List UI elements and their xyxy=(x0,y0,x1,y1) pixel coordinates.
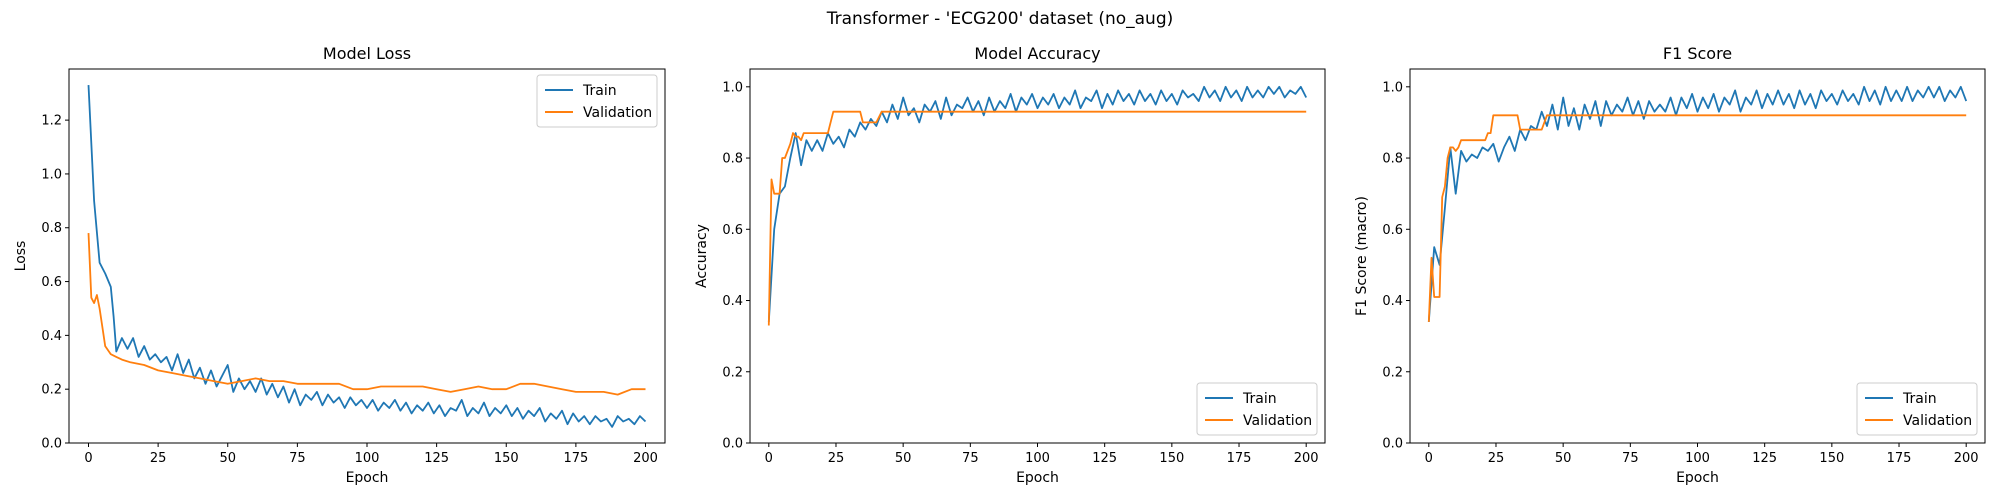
legend-label: Validation xyxy=(1903,413,1972,429)
y-tick-label: 0.4 xyxy=(41,329,62,344)
x-tick-label: 25 xyxy=(150,451,167,466)
y-tick-label: 0.4 xyxy=(722,294,743,309)
x-axis-label: Epoch xyxy=(1676,470,1719,486)
legend: Train Validation xyxy=(536,74,658,128)
y-tick-label: 0.6 xyxy=(722,223,743,238)
x-tick-label: 200 xyxy=(633,451,658,466)
x-tick-label: 125 xyxy=(424,451,449,466)
chart-panel: Model Loss 0 25 50 75 100 125 150 175 200 0.0 0.2 0.… xyxy=(13,44,666,486)
y-tick-label: 1.2 xyxy=(41,114,62,129)
legend-label: Train xyxy=(1902,391,1937,407)
legend: Train Validation xyxy=(1196,382,1318,436)
y-tick-label: 0.6 xyxy=(41,275,62,290)
y-axis-label: Accuracy xyxy=(694,224,710,288)
legend-label: Validation xyxy=(583,105,652,121)
x-tick-label: 100 xyxy=(1025,451,1050,466)
series-line-validation xyxy=(767,110,1307,326)
y-axis-label: Loss xyxy=(13,241,29,272)
y-tick-label: 0.0 xyxy=(722,437,743,452)
chart-panel: Model Accuracy 0 25 50 75 100 125 150 175 200 0.0 0… xyxy=(694,44,1326,486)
x-tick-label: 150 xyxy=(494,451,519,466)
legend-box xyxy=(1196,382,1318,436)
x-tick-label: 75 xyxy=(1622,451,1639,466)
x-axis-label: Epoch xyxy=(1016,470,1059,486)
y-tick-label: 0.0 xyxy=(41,437,62,452)
y-tick-label: 0.8 xyxy=(1382,152,1403,167)
x-tick-label: 125 xyxy=(1752,451,1777,466)
legend-label: Train xyxy=(582,83,617,99)
x-tick-label: 0 xyxy=(765,451,773,466)
chart-title: F1 Score xyxy=(1663,44,1732,63)
y-tick-label: 1.0 xyxy=(41,167,62,182)
x-tick-label: 75 xyxy=(962,451,979,466)
x-tick-label: 25 xyxy=(828,451,845,466)
y-tick-label: 1.0 xyxy=(722,80,743,95)
y-tick-label: 0.6 xyxy=(1382,223,1403,238)
x-tick-label: 50 xyxy=(219,451,236,466)
y-tick-label: 0.8 xyxy=(41,221,62,236)
chart-panel: F1 Score 0 25 50 75 100 125 150 175 200 0.0 0.2 0.4 0… xyxy=(1354,44,1986,486)
x-axis-label: Epoch xyxy=(346,470,389,486)
y-tick-label: 0.2 xyxy=(722,365,743,380)
chart-title: Model Accuracy xyxy=(974,44,1100,63)
chart-title: Model Loss xyxy=(323,44,411,63)
legend-box xyxy=(536,74,658,128)
x-tick-label: 50 xyxy=(895,451,912,466)
x-tick-label: 0 xyxy=(1425,451,1433,466)
x-tick-label: 0 xyxy=(84,451,92,466)
x-tick-label: 200 xyxy=(1294,451,1319,466)
x-tick-label: 75 xyxy=(289,451,306,466)
y-tick-label: 1.0 xyxy=(1382,80,1403,95)
y-tick-label: 0.2 xyxy=(1382,365,1403,380)
figure-suptitle: Transformer - 'ECG200' dataset (no_aug) xyxy=(826,9,1174,29)
y-tick-label: 0.0 xyxy=(1382,437,1403,452)
legend-box xyxy=(1856,382,1978,436)
y-tick-label: 0.2 xyxy=(41,383,62,398)
x-tick-label: 50 xyxy=(1555,451,1572,466)
y-tick-label: 0.8 xyxy=(722,152,743,167)
legend: Train Validation xyxy=(1856,382,1978,436)
y-axis-label: F1 Score (macro) xyxy=(1354,196,1370,316)
x-tick-label: 100 xyxy=(1685,451,1710,466)
x-tick-label: 175 xyxy=(1227,451,1252,466)
x-tick-label: 100 xyxy=(355,451,380,466)
series-line-train xyxy=(1427,85,1968,322)
series-line-train xyxy=(87,85,647,428)
legend-label: Train xyxy=(1242,391,1277,407)
x-tick-label: 175 xyxy=(1887,451,1912,466)
y-tick-label: 0.4 xyxy=(1382,294,1403,309)
x-tick-label: 125 xyxy=(1092,451,1117,466)
x-tick-label: 25 xyxy=(1488,451,1505,466)
series-line-train xyxy=(767,85,1308,322)
series-line-validation xyxy=(87,233,646,396)
x-tick-label: 175 xyxy=(563,451,588,466)
x-tick-label: 200 xyxy=(1954,451,1979,466)
x-tick-label: 150 xyxy=(1159,451,1184,466)
x-tick-label: 150 xyxy=(1819,451,1844,466)
series-line-validation xyxy=(1427,114,1967,322)
legend-label: Validation xyxy=(1243,413,1312,429)
